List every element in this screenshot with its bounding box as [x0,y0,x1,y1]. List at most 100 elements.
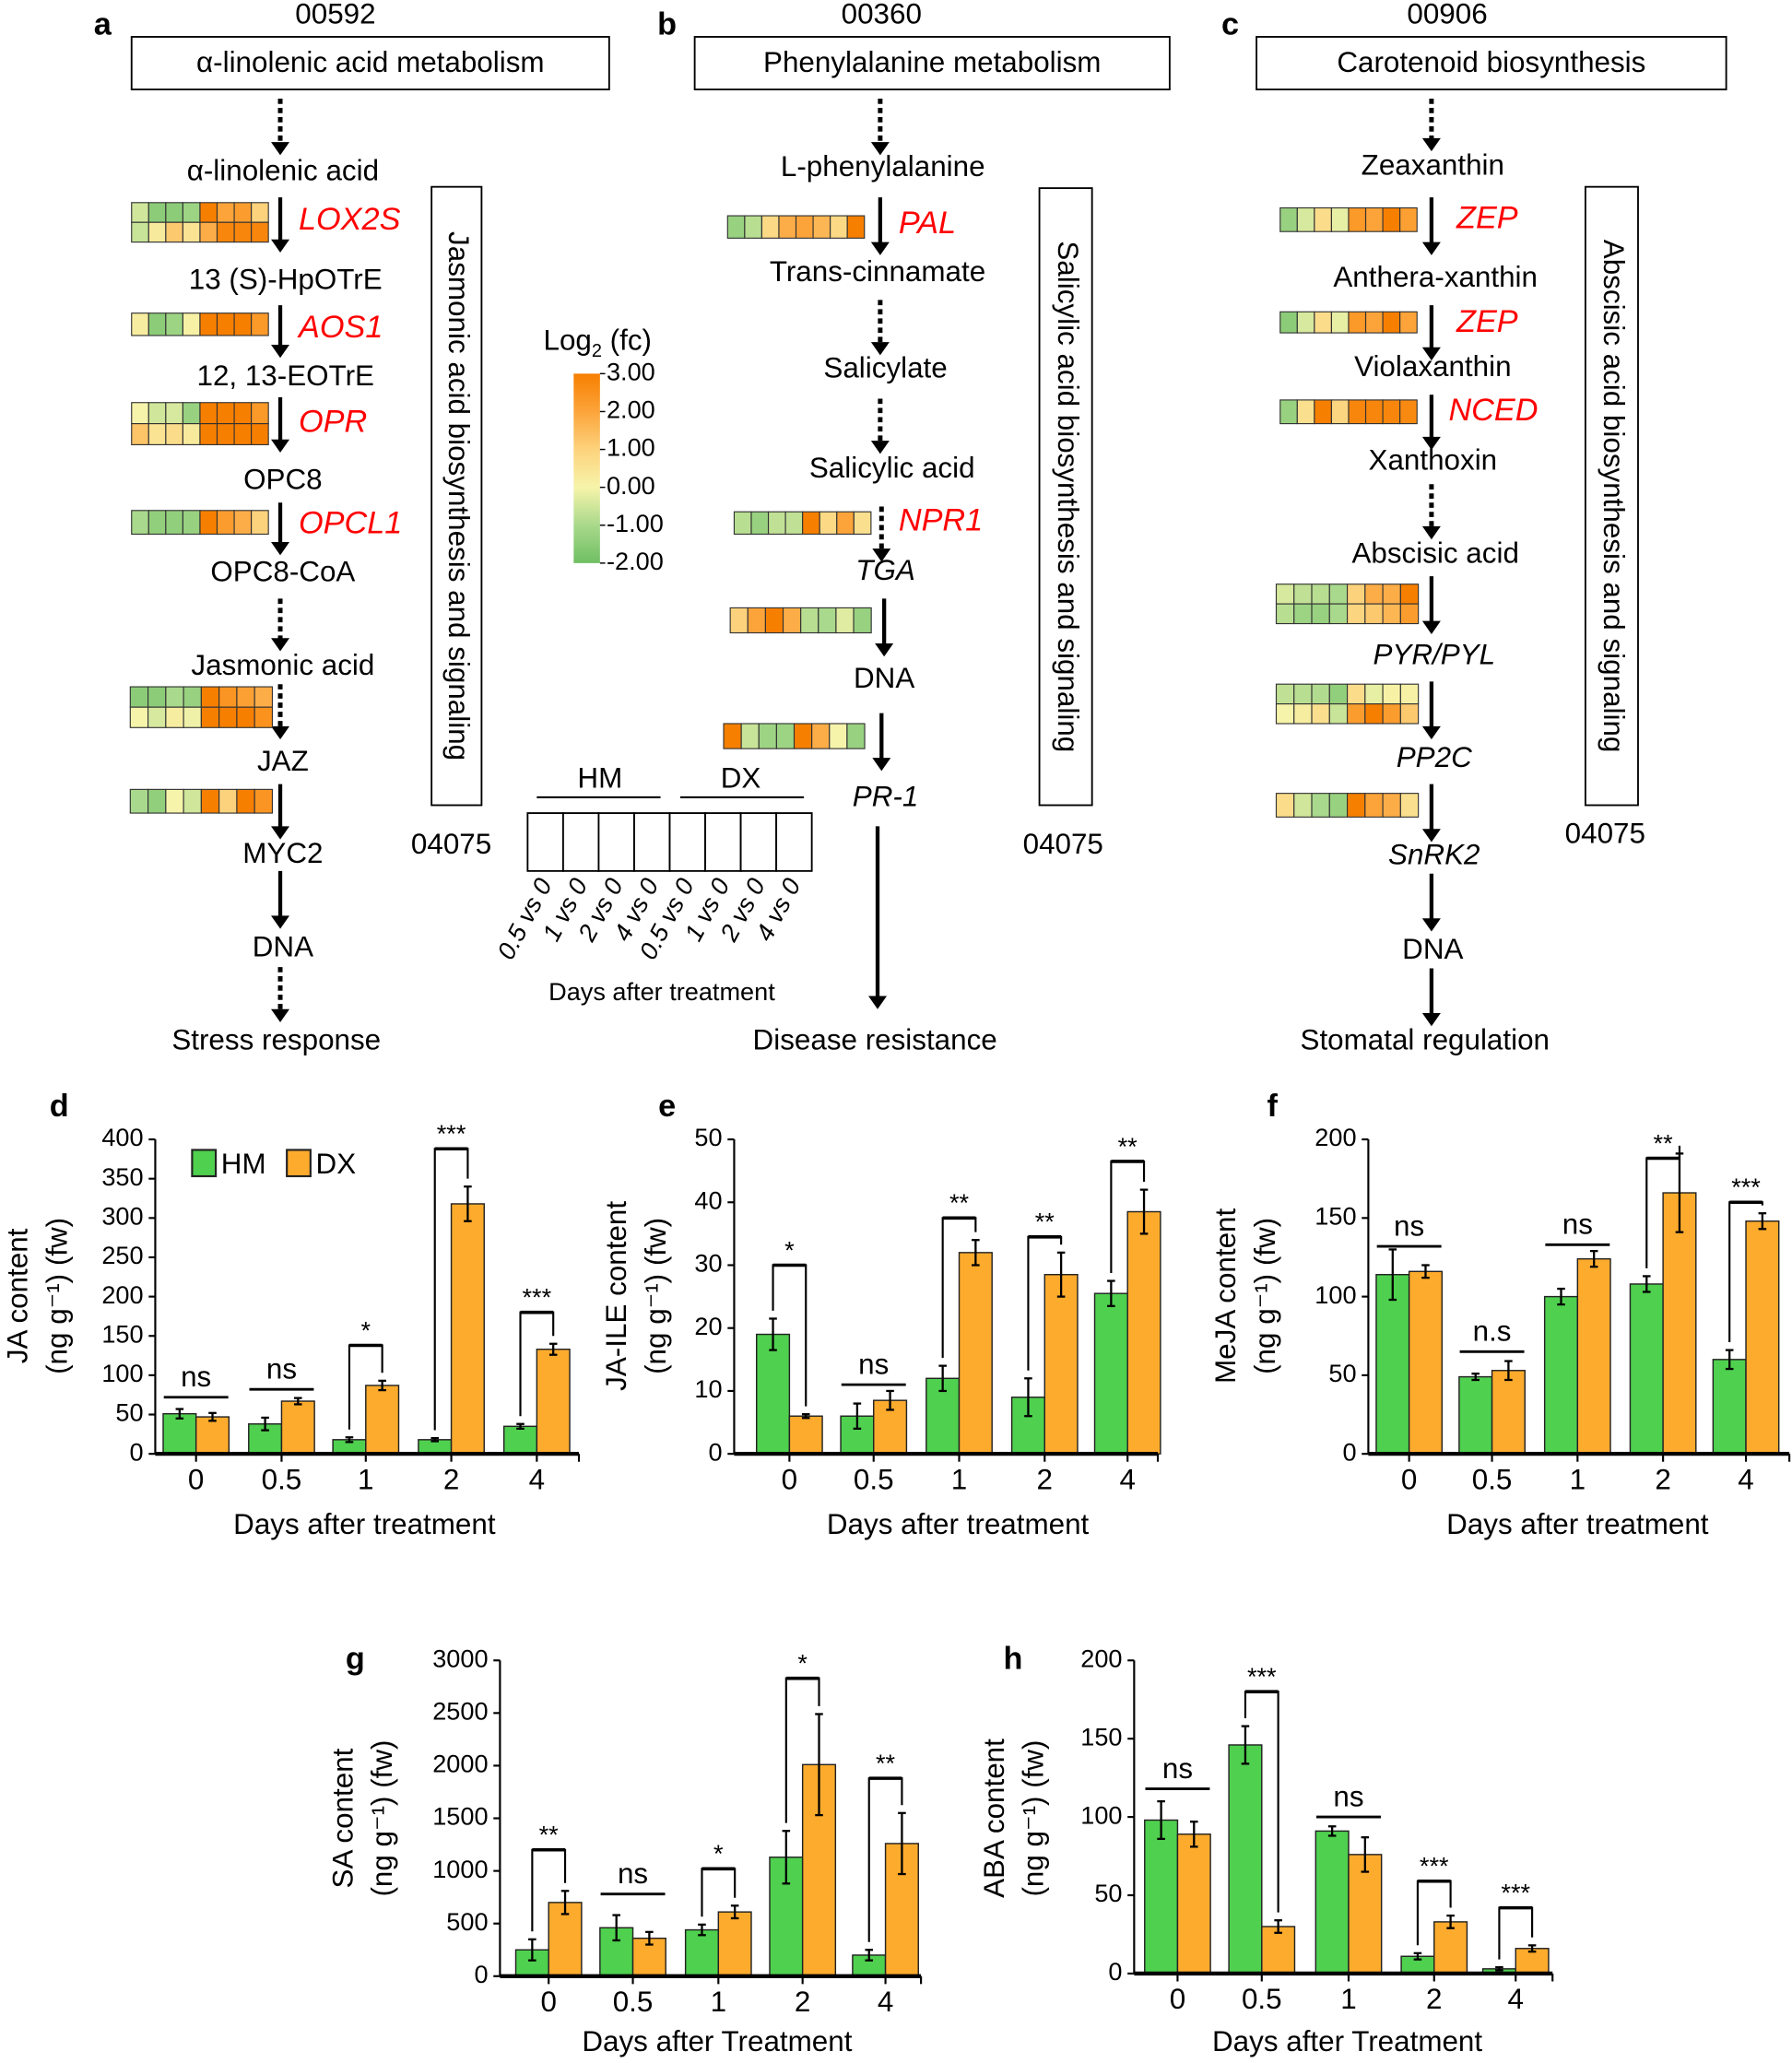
heatmap-cell [830,215,848,239]
heatmap-cell [251,312,269,336]
y-tick-label: 0 [130,1437,144,1466]
pathway-title-box [130,36,610,90]
heatmap-cell [253,686,274,708]
signaling-box [1584,185,1639,807]
y-tick-label: 150 [101,1319,143,1348]
arrow-head [1421,620,1441,634]
signaling-title: Salicylic acid biosynthesis and signalin… [1052,241,1084,752]
key-xlabel: Days after treatment [548,977,775,1006]
arrow-head [1421,525,1441,540]
bar-dx [1126,1210,1161,1455]
expression-heatmap [129,686,274,728]
y-tick-label: 150 [1315,1201,1356,1230]
significance-label: ns [181,1361,211,1393]
x-tick-label: 2 [443,1463,459,1495]
kegg-id: 00906 [1407,0,1487,29]
expression-heatmap [1279,399,1418,425]
heatmap-cell [251,402,269,425]
gene-label: OPCL1 [299,506,402,541]
kegg-id: 00592 [295,0,375,29]
heatmap-cell [819,511,838,536]
heatmap-cell [165,686,184,708]
y-axis-label: JA-ILE content [600,1201,632,1391]
heatmap-cell [1346,703,1366,725]
heatmap-cell [1364,584,1384,605]
heatmap-cell [218,706,238,728]
heatmap-cell [147,686,167,708]
y-axis-unit: (ng g⁻¹) (fw) [366,1739,398,1896]
heatmap-cell [251,202,269,223]
pathway-node: Stress response [171,1024,381,1056]
y-tick-label: 100 [101,1359,143,1387]
gene-label: OPR [299,405,367,440]
heatmap-cell [1311,703,1330,725]
arrow-head [271,725,290,740]
bar-dx [450,1203,485,1455]
significance-label: n.s [1473,1315,1512,1348]
bar-dx [717,1911,752,1977]
heatmap-cell [199,312,218,336]
panel-label: g [346,1641,365,1676]
kegg-id: 00360 [842,0,922,29]
pathway-title: Carotenoid biosynthesis [1337,46,1645,78]
y-tick-label: 300 [101,1201,143,1230]
expression-heatmap [723,723,866,749]
bar-chart-f: f 0 50 100 150 200 0 0.5 1 2 4 Days after treatment… [1209,1089,1791,1540]
pathway-node: SnRK2 [1388,838,1480,870]
heatmap-cell [165,402,183,425]
legend-label: HM [221,1148,266,1180]
bar-chart-e: e 0 10 20 30 40 50 0 0.5 1 2 4 Days after treatment J… [600,1089,1161,1540]
heatmap-cell [1330,311,1350,334]
bar-hm [1375,1274,1410,1455]
key-cell [668,812,706,872]
x-tick-label: 4 [1738,1463,1753,1495]
significance-label: * [797,1649,808,1678]
x-tick-label: 0.5 [1242,1983,1282,2015]
heatmap-cell [1382,206,1401,232]
heatmap-cell [1314,311,1333,334]
signaling-box [430,185,483,807]
bar-dx [1261,1926,1296,1975]
heatmap-cell [218,788,238,814]
heatmap-cell [795,215,814,239]
arrow-head [868,996,888,1009]
heatmap-cell [1293,703,1313,725]
y-tick-label: 200 [1080,1644,1122,1672]
heatmap-cell [846,723,866,749]
bar-hm [1093,1292,1128,1455]
arrow-head [1421,137,1441,152]
heatmap-cell [165,202,183,223]
expression-heatmap [1279,311,1418,334]
heatmap-cell [183,788,202,814]
x-tick-label: 0.5 [854,1463,894,1495]
arrow-head [1421,829,1441,843]
heatmap-cell [802,511,820,536]
expression-heatmap [729,607,872,634]
expression-heatmap [131,402,269,445]
heatmap-cell [199,221,218,243]
key-cell [739,812,778,872]
expression-heatmap [131,202,269,243]
x-tick-label: 2 [1655,1463,1670,1495]
heatmap-cell [216,423,235,445]
y-axis-label: JA content [2,1228,34,1363]
x-axis-label: Days after treatment [827,1508,1090,1540]
signaling-kegg-id: 04075 [411,828,491,860]
pathway-node: Stomatal regulation [1301,1024,1550,1056]
heatmap-cell [1399,311,1418,334]
heatmap-cell [1293,603,1313,625]
heatmap-cell [1399,206,1418,232]
heatmap-cell [1279,311,1298,334]
bar-hm [1458,1375,1493,1455]
heatmap-cell [131,221,149,243]
heatmap-cell [129,686,149,708]
bar-dx [1576,1257,1611,1455]
heatmap-cell [1314,206,1333,232]
signaling-title: Abscisic acid biosynthesis and signaling [1597,240,1630,753]
x-tick-label: 4 [878,1986,893,2018]
heatmap-cell [1364,703,1384,725]
pathway-node: L-phenylalanine [781,150,985,183]
heatmap-cell [1399,703,1420,725]
legend-title: Log2 (fc) [543,324,652,361]
significance-bracket [701,1868,737,1917]
